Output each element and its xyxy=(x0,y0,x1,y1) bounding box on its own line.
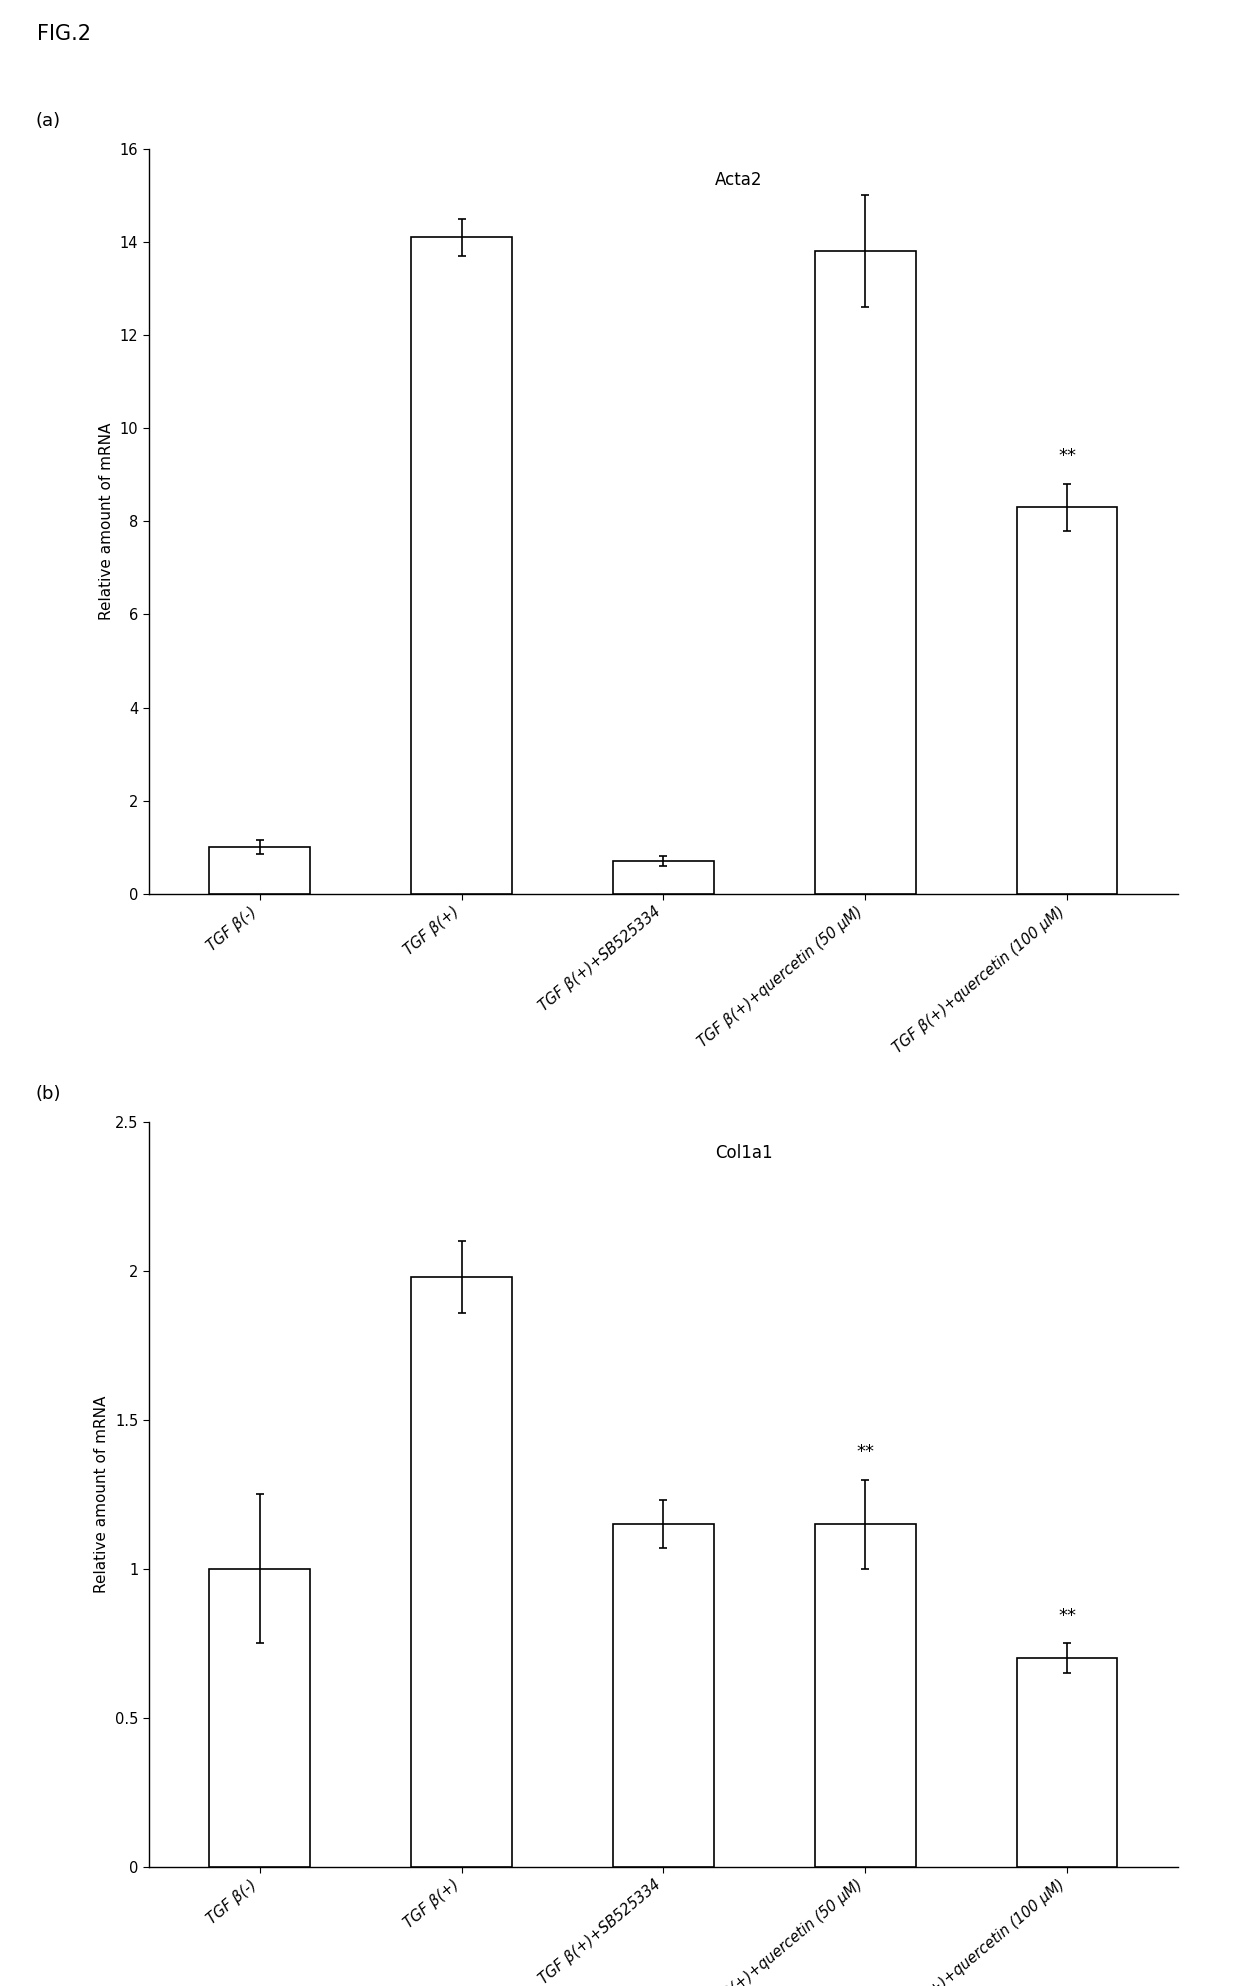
Bar xyxy=(412,1277,512,1867)
Text: **: ** xyxy=(1058,447,1076,465)
Text: (b): (b) xyxy=(36,1084,61,1102)
Bar xyxy=(815,1525,915,1867)
Text: **: ** xyxy=(1058,1607,1076,1625)
Bar xyxy=(1017,1658,1117,1867)
Text: (a): (a) xyxy=(36,111,61,129)
Bar xyxy=(1017,506,1117,894)
Text: FIG.2: FIG.2 xyxy=(37,24,92,44)
Bar xyxy=(815,252,915,894)
Bar xyxy=(412,238,512,894)
Bar xyxy=(210,1569,310,1867)
Bar xyxy=(210,848,310,894)
Text: Acta2: Acta2 xyxy=(714,171,763,189)
Y-axis label: Relative amount of mRNA: Relative amount of mRNA xyxy=(94,1396,109,1593)
Text: **: ** xyxy=(856,1444,874,1462)
Y-axis label: Relative amount of mRNA: Relative amount of mRNA xyxy=(99,423,114,620)
Text: Col1a1: Col1a1 xyxy=(714,1144,773,1162)
Bar xyxy=(613,1525,714,1867)
Bar xyxy=(613,862,714,894)
